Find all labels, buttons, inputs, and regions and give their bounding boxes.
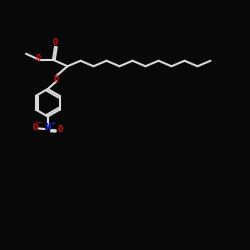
Text: O: O xyxy=(58,125,64,134)
Text: O: O xyxy=(52,38,58,47)
Text: O: O xyxy=(36,54,41,63)
Text: O: O xyxy=(53,75,59,84)
Text: +: + xyxy=(51,121,56,126)
Text: −: − xyxy=(36,118,42,128)
Text: N: N xyxy=(46,123,51,132)
Text: O: O xyxy=(32,123,38,132)
